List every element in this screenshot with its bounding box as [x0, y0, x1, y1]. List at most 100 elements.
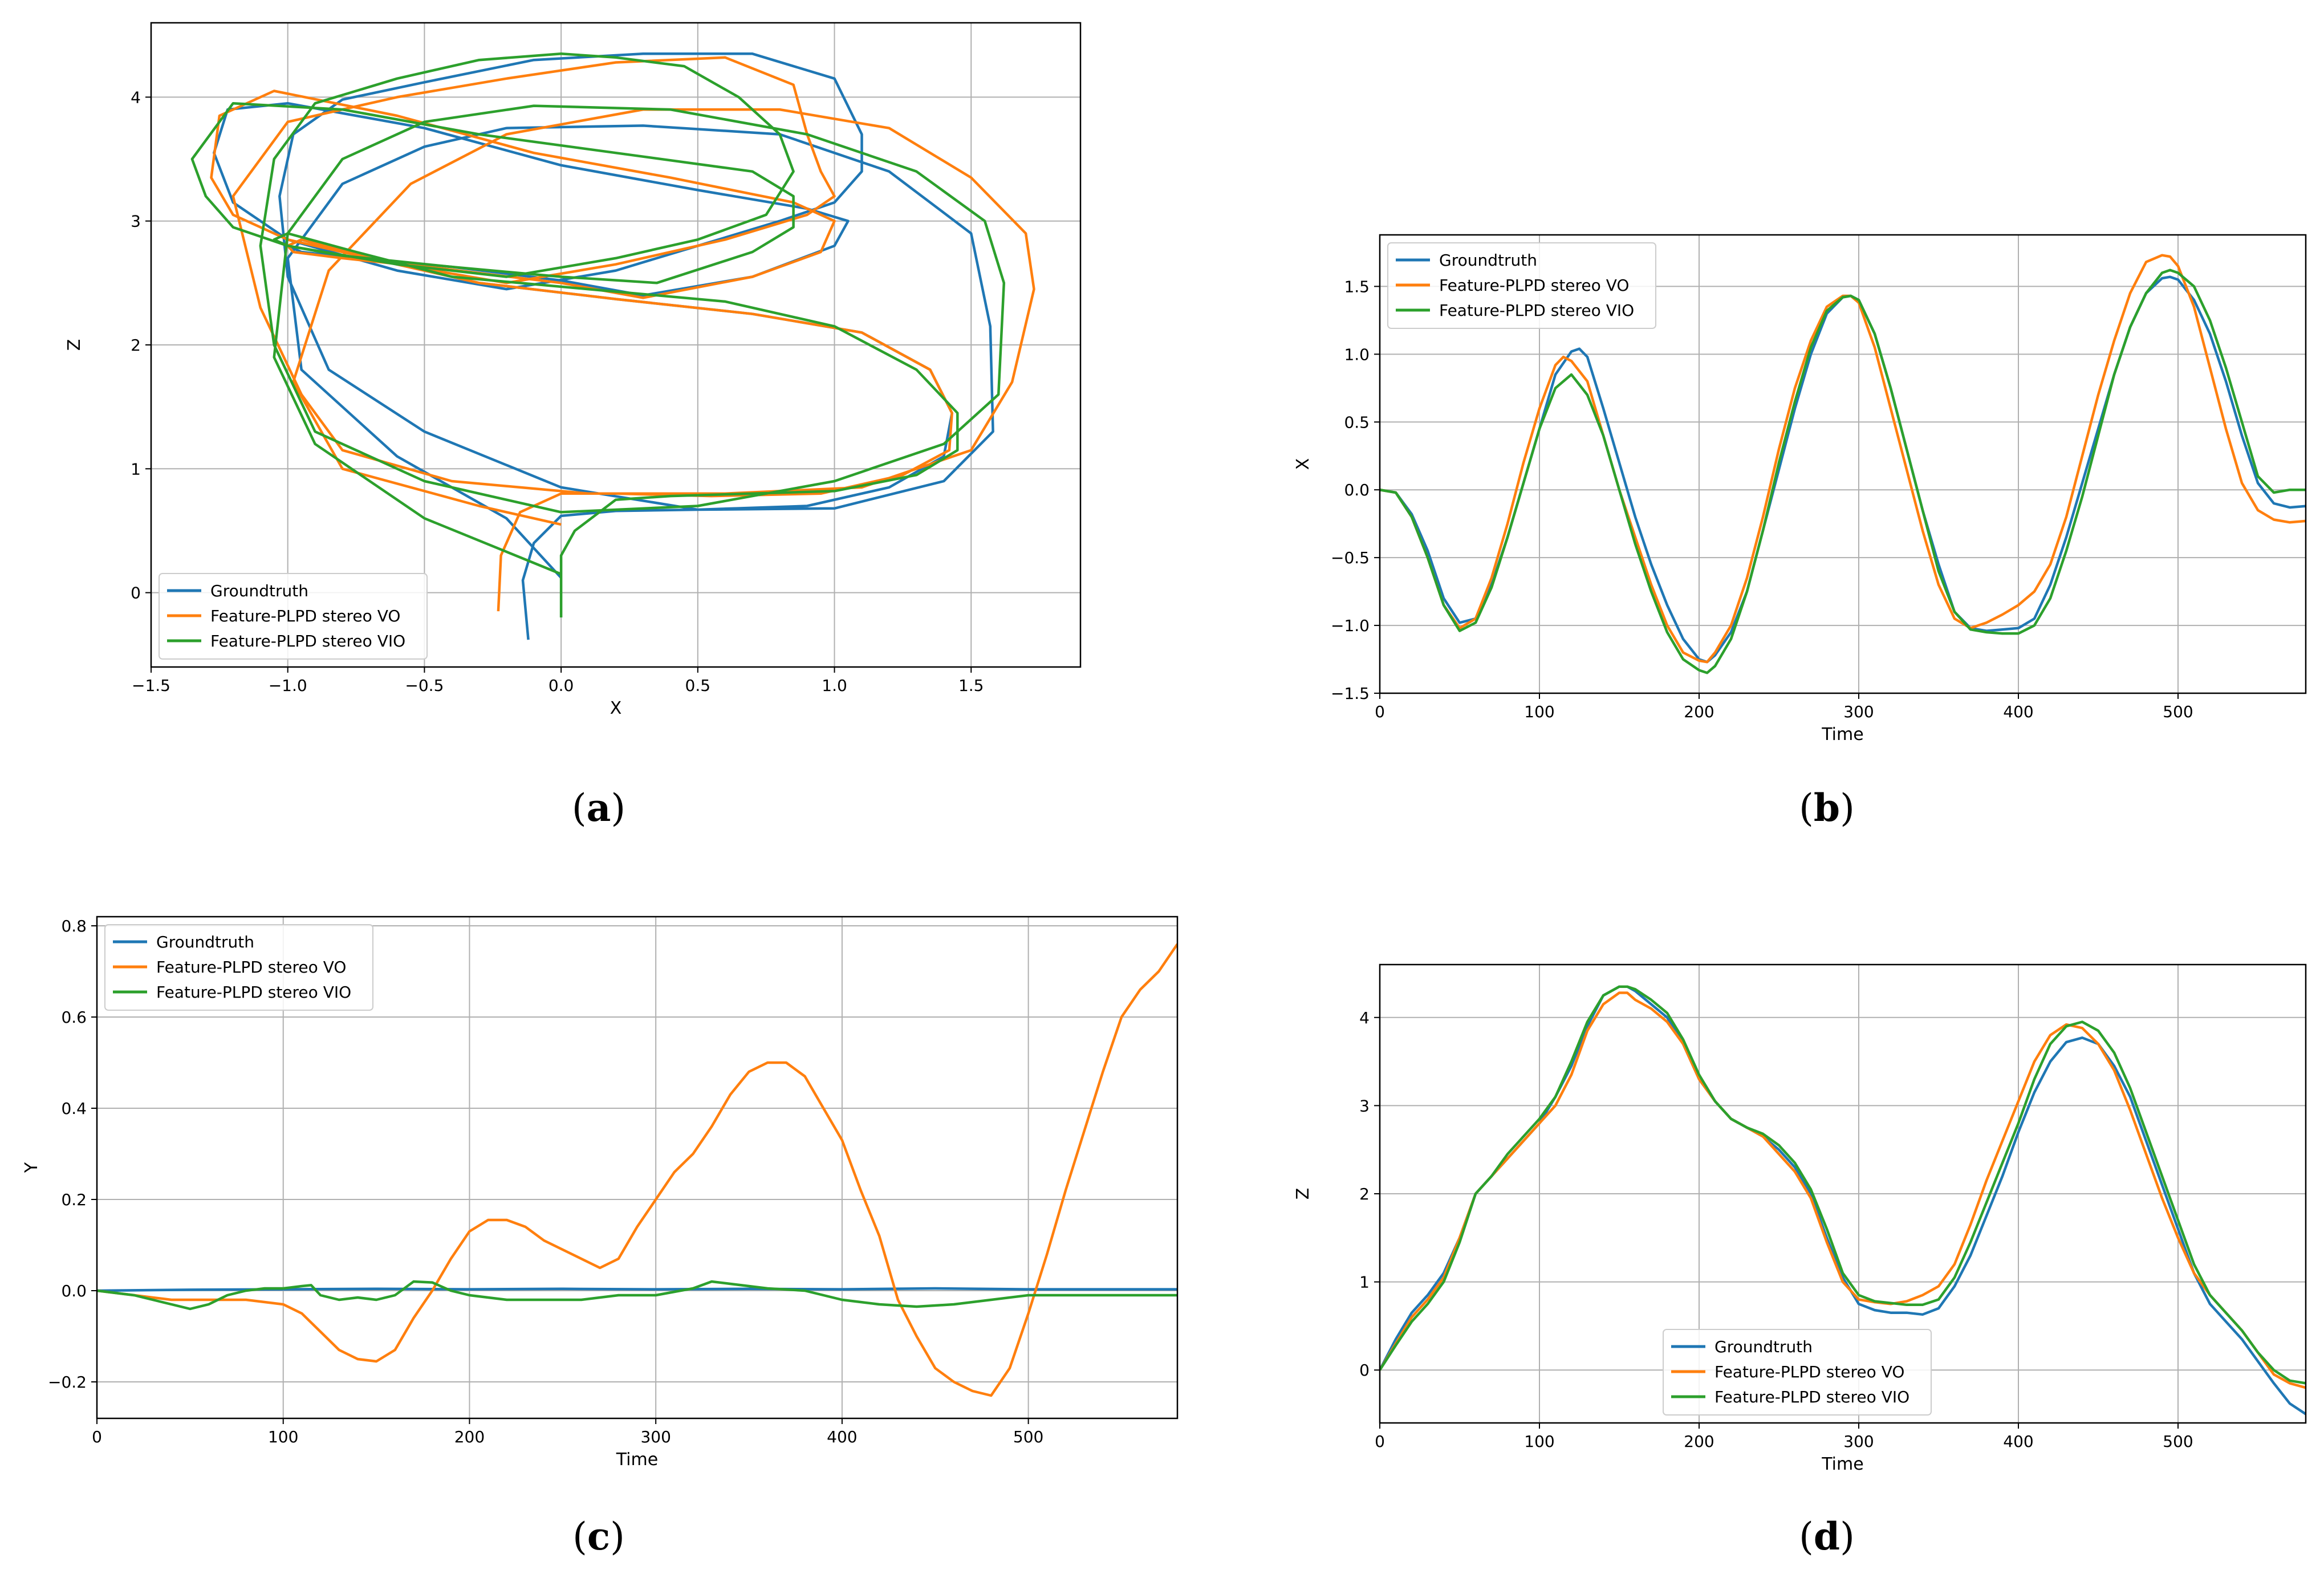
y-tick-label: 0.4	[61, 1099, 87, 1118]
x-tick-label: 0.0	[549, 676, 574, 695]
legend-box	[104, 924, 373, 1011]
series-line-vo	[210, 56, 1035, 612]
legend-label: Feature-PLPD stereo VIO	[210, 632, 405, 650]
x-axis-label: Time	[1821, 1454, 1863, 1474]
legend-a: Groundtruth Feature-PLPD stereo VO Feature…	[159, 573, 428, 660]
y-tick-label: 1.5	[1344, 277, 1370, 296]
x-tick-label: −1.5	[132, 676, 170, 695]
x-tick-label: 200	[1684, 702, 1714, 721]
x-tick-label: 100	[1524, 702, 1554, 721]
y-tick-label: 0	[1359, 1361, 1370, 1380]
caption-d: (d)	[1799, 1514, 1855, 1559]
grid-a	[151, 23, 1080, 667]
y-tick-label: 0	[131, 584, 141, 603]
series-line-vio	[1380, 985, 2306, 1385]
series-line-groundtruth	[213, 52, 994, 640]
legend-label: Groundtruth	[1714, 1337, 1813, 1356]
caption-c: (c)	[572, 1514, 625, 1559]
y-tick-label: −0.2	[48, 1373, 87, 1392]
y-axis-label: Z	[64, 339, 84, 351]
ticks-c: 0 100 200 300 400 500 −0.2 0.0 0.2 0.4 0.6 0.8	[48, 917, 1043, 1446]
legend-label: Groundtruth	[156, 933, 254, 951]
y-tick-label: 2	[131, 336, 141, 355]
x-tick-label: 500	[2163, 702, 2193, 721]
legend-label: Feature-PLPD stereo VO	[1439, 276, 1629, 295]
y-tick-label: 1.0	[1344, 345, 1370, 364]
y-tick-label: −1.5	[1331, 684, 1370, 703]
x-tick-label: 500	[2163, 1432, 2193, 1451]
y-axis-label: Y	[22, 1162, 42, 1173]
x-tick-label: 0	[1375, 1432, 1385, 1451]
caption-b: (b)	[1799, 786, 1855, 830]
y-axis-label: X	[1293, 458, 1313, 470]
legend-label: Feature-PLPD stereo VIO	[1714, 1388, 1909, 1406]
legend-label: Groundtruth	[1439, 251, 1537, 270]
caption-c-letter: c	[587, 1514, 610, 1559]
series-line-groundtruth	[1380, 275, 2306, 664]
x-tick-label: 400	[827, 1427, 857, 1446]
grid-c	[96, 917, 1177, 1418]
y-tick-label: 0.2	[61, 1190, 87, 1209]
y-tick-label: 1	[131, 459, 141, 478]
y-tick-label: 3	[1359, 1096, 1370, 1115]
x-tick-label: 300	[640, 1427, 671, 1446]
chart-panel-b: 0 100 200 300 400 500 −1.5 −1.0 −0.5 0.0 0.5 1.0 1.5…	[1293, 234, 2307, 745]
series-group-a	[190, 52, 1035, 640]
legend-label: Feature-PLPD stereo VO	[1714, 1362, 1904, 1381]
y-tick-label: 4	[1359, 1008, 1370, 1027]
caption-a-letter: a	[587, 786, 611, 830]
series-group-c	[97, 943, 1177, 1397]
y-tick-label: 2	[1359, 1185, 1370, 1203]
legend-d: Groundtruth Feature-PLPD stereo VO Feature…	[1663, 1329, 1932, 1416]
x-tick-label: 200	[454, 1427, 485, 1446]
caption-b-letter: b	[1814, 786, 1840, 830]
x-tick-label: 300	[1843, 702, 1874, 721]
legend-c: Groundtruth Feature-PLPD stereo VO Feature…	[104, 924, 373, 1011]
y-tick-label: −1.0	[1331, 616, 1370, 635]
x-tick-label: 500	[1013, 1427, 1043, 1446]
axes-frame-b	[1379, 234, 2307, 694]
x-axis-label: Time	[1821, 725, 1863, 745]
series-line-vio	[190, 52, 1006, 618]
legend-b: Groundtruth Feature-PLPD stereo VO Feature…	[1387, 242, 1656, 329]
x-tick-label: 100	[268, 1427, 298, 1446]
ticks-d: 0 100 200 300 400 500 0 1 2 3 4	[1359, 1008, 2193, 1451]
y-tick-label: 0.0	[61, 1282, 87, 1300]
series-line-vo	[1380, 254, 2306, 664]
x-tick-label: 1.0	[822, 676, 847, 695]
chart-panel-a: −1.5 −1.0 −0.5 0.0 0.5 1.0 1.5 0 1 2 3 4 X Z Groundtr…	[64, 22, 1082, 718]
legend-label: Feature-PLPD stereo VO	[156, 958, 346, 977]
ticks-a: −1.5 −1.0 −0.5 0.0 0.5 1.0 1.5 0 1 2 3 4	[131, 88, 984, 695]
y-axis-label: Z	[1293, 1188, 1313, 1200]
y-tick-label: −0.5	[1331, 548, 1370, 567]
x-tick-label: −0.5	[405, 676, 444, 695]
x-tick-label: 1.5	[958, 676, 984, 695]
series-line-vio	[1380, 269, 2306, 674]
series-line-vo	[1380, 991, 2306, 1389]
x-tick-label: 0	[92, 1427, 102, 1446]
ticks-b: 0 100 200 300 400 500 −1.5 −1.0 −0.5 0.0 0.5 1.0 1.5	[1331, 277, 2193, 721]
chart-panel-d: 0 100 200 300 400 500 0 1 2 3 4 Time Z Groundtruth Fea…	[1293, 963, 2307, 1474]
x-tick-label: 400	[2003, 702, 2033, 721]
legend-label: Feature-PLPD stereo VIO	[1439, 301, 1634, 320]
legend-box	[1663, 1329, 1932, 1416]
caption-d-letter: d	[1814, 1514, 1840, 1559]
chart-panel-c: 0 100 200 300 400 500 −0.2 0.0 0.2 0.4 0.6 0.8 Time Y…	[22, 916, 1179, 1470]
legend-label: Groundtruth	[210, 581, 308, 600]
y-tick-label: 0.8	[61, 917, 87, 936]
legend-label: Feature-PLPD stereo VIO	[156, 983, 351, 1002]
legend-box	[1387, 242, 1656, 329]
caption-a: (a)	[572, 786, 625, 830]
series-group-b	[1380, 254, 2306, 674]
x-axis-label: Time	[616, 1450, 658, 1470]
x-tick-label: 400	[2003, 1432, 2033, 1451]
y-tick-label: 1	[1359, 1273, 1370, 1292]
series-group-d	[1380, 985, 2306, 1416]
y-tick-label: 0.5	[1344, 413, 1370, 432]
x-axis-label: X	[610, 698, 622, 718]
axes-frame-c	[96, 916, 1179, 1420]
x-tick-label: 300	[1843, 1432, 1874, 1451]
y-tick-label: 3	[131, 212, 141, 231]
y-tick-label: 0.0	[1344, 481, 1370, 499]
